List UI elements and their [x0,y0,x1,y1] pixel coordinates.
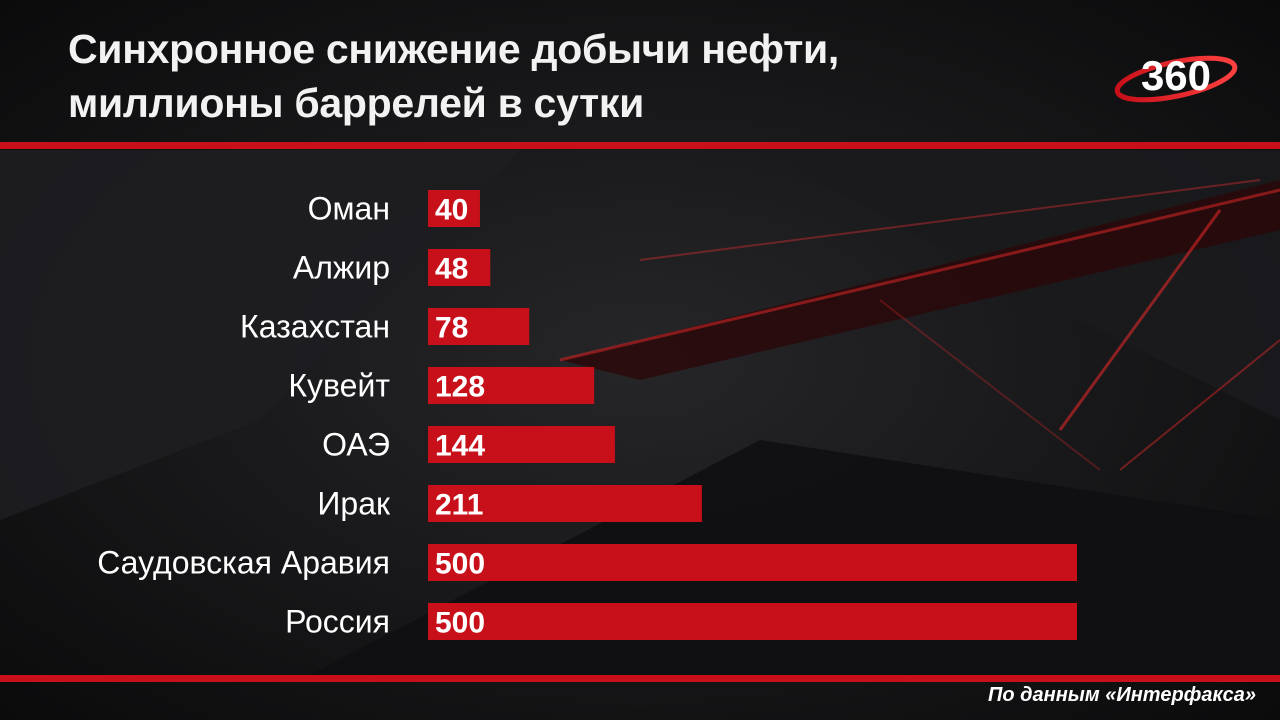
category-label: Россия [285,604,390,640]
bar [428,308,530,345]
data-label: 40 [435,194,468,227]
category-label: Саудовская Аравия [97,545,390,581]
title-line-2: миллионы баррелей в сутки [68,80,644,126]
data-label: 211 [435,489,483,522]
bar-row: Саудовская Аравия 500 [97,544,1077,581]
data-label: 78 [435,312,468,345]
data-label: 144 [435,430,485,463]
bar [428,367,595,404]
data-label: 500 [435,607,485,640]
category-label: Кувейт [288,368,390,404]
bar-row: Казахстан 78 [240,308,530,345]
title-line-1: Синхронное снижение добычи нефти, [68,26,839,72]
data-label: 500 [435,548,485,581]
source-note: По данным «Интерфакса» [987,684,1256,706]
category-label: Казахстан [240,309,390,345]
bar-row: Алжир 48 [293,249,491,286]
bar [428,544,1077,581]
category-label: ОАЭ [322,427,390,463]
page-title: Синхронное снижение добычи нефти, миллио… [68,22,1068,130]
bar-row: Россия 500 [285,603,1077,640]
data-label: 48 [435,253,468,286]
bottom-divider [0,675,1280,682]
channel-logo: 360 [1114,52,1238,103]
bar-row: Ирак 211 [317,485,702,522]
bar-row: Оман 40 [308,190,480,227]
category-label: Ирак [317,486,391,522]
bar [428,426,615,463]
bar [428,485,702,522]
category-label: Алжир [293,250,390,286]
bar [428,249,491,286]
data-label: 128 [435,371,485,404]
bar-row: Кувейт 128 [288,367,595,404]
logo-text: 360 [1141,52,1211,99]
bar [428,190,480,227]
bar [428,603,1077,640]
bar-row: ОАЭ 144 [322,426,615,463]
category-label: Оман [308,191,390,227]
top-divider [0,142,1280,149]
